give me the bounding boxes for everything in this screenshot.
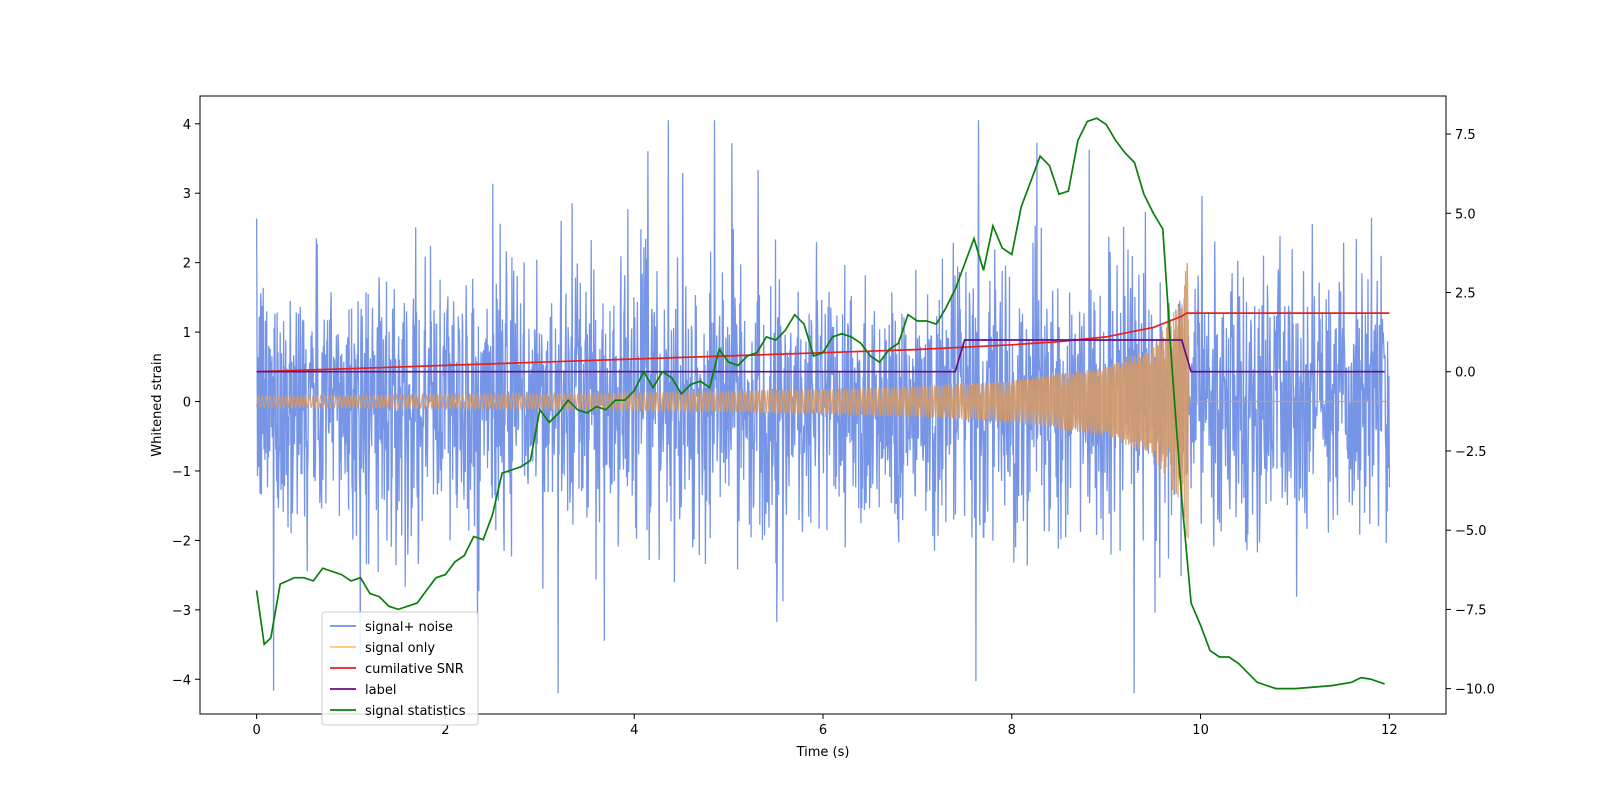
series-signal-only-line (256, 262, 1390, 539)
y-right-tick-label: −10.0 (1455, 683, 1495, 698)
legend-label: cumilative SNR (365, 662, 464, 677)
y-right-tick-label: 2.5 (1455, 286, 1476, 301)
legend-box (321, 611, 479, 726)
y-left-tick-label: 4 (183, 118, 191, 133)
x-axis: 0 2 4 6 8 10 12 (252, 714, 1398, 738)
signal-layer (256, 262, 1390, 539)
y-axis-right: −10.0 −7.5 −5.0 −2.5 0.0 2.5 5.0 7.5 (1446, 128, 1495, 698)
series-label-line (256, 339, 1385, 373)
legend-label: signal+ noise (365, 620, 453, 635)
legend-label: signal only (365, 641, 435, 656)
y-left-tick-label: 3 (183, 187, 191, 202)
x-tick-label: 12 (1381, 723, 1398, 738)
y-left-tick-label: −2 (172, 534, 191, 549)
x-tick-label: 10 (1192, 723, 1209, 738)
series-signal-noise-line (255, 120, 1391, 694)
y-right-tick-label: −7.5 (1455, 603, 1487, 618)
x-tick-label: 8 (1008, 723, 1016, 738)
x-tick-label: 2 (441, 723, 449, 738)
series-cumulative-snr-line (256, 312, 1390, 373)
y-right-tick-label: −2.5 (1455, 445, 1487, 460)
series-signal-statistics-line (255, 117, 1385, 690)
y-right-tick-label: 0.0 (1455, 366, 1476, 381)
y-right-tick-label: −5.0 (1455, 524, 1487, 539)
legend-label: label (365, 683, 396, 698)
legend: signal+ noise signal only cumilative SNR la… (321, 611, 479, 726)
y-axis-left: −4 −3 −2 −1 0 1 2 3 4 (172, 118, 200, 688)
y-right-tick-label: 7.5 (1455, 128, 1476, 143)
x-axis-label: Time (s) (796, 745, 850, 760)
y-right-tick-label: 5.0 (1455, 207, 1476, 222)
noise-layer (255, 120, 1391, 694)
legend-label: signal statistics (365, 704, 466, 719)
x-tick-label: 4 (630, 723, 638, 738)
y-left-tick-label: 2 (183, 257, 191, 272)
lines-layer (255, 117, 1390, 690)
x-tick-label: 0 (252, 723, 260, 738)
y-left-tick-label: 0 (183, 396, 191, 411)
y-left-tick-label: 1 (183, 326, 191, 341)
y-left-tick-label: −1 (172, 465, 191, 480)
y-left-tick-label: −3 (172, 604, 191, 619)
y-left-tick-label: −4 (172, 673, 191, 688)
x-tick-label: 6 (819, 723, 827, 738)
y-axis-label-left: Whitened strain (150, 353, 165, 456)
